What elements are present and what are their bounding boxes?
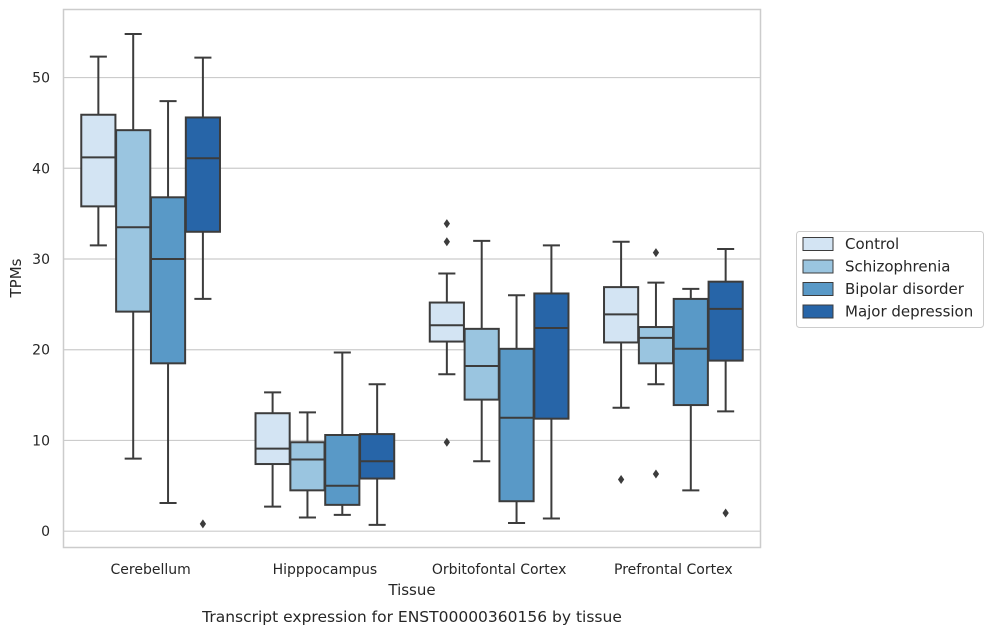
box-rect: [463, 327, 500, 401]
box-rect: [289, 441, 326, 492]
box-layer: [80, 32, 744, 529]
box-rect: [672, 297, 709, 407]
y-tick-label: 0: [41, 524, 50, 540]
x-tick-labels: Cerebellum Hipppocampus Orbitofontal Corte…: [111, 562, 733, 578]
box-2-3: [533, 244, 570, 520]
box-0-3: [184, 56, 221, 529]
legend-swatch: [802, 304, 834, 319]
box-rect: [498, 347, 535, 503]
box-rect: [149, 196, 187, 365]
legend-label: Major depression: [845, 303, 973, 321]
y-axis-title: TPMs: [7, 258, 25, 298]
x-tick-label: Hipppocampus: [273, 562, 378, 578]
x-tick-label: Orbitofontal Cortex: [432, 562, 567, 578]
box-0-1: [115, 32, 152, 460]
figure-caption: Transcript expression for ENST0000036015…: [201, 608, 622, 626]
y-tick-label: 50: [32, 71, 50, 87]
box-3-2: [672, 287, 709, 492]
box-1-0: [254, 391, 291, 508]
box-2-2: [498, 294, 535, 525]
outlier-point: [652, 248, 660, 258]
y-tick-label: 20: [32, 343, 50, 359]
outlier-point: [617, 474, 625, 484]
plot-frame: [62, 8, 762, 549]
outlier-point: [443, 437, 450, 447]
box-rect: [533, 292, 570, 420]
outlier-point: [199, 519, 207, 529]
box-3-3: [707, 248, 744, 518]
legend-label: Control: [845, 235, 899, 253]
box-3-1: [637, 248, 675, 479]
box-1-1: [289, 411, 326, 519]
legend-swatch: [802, 282, 834, 296]
box-rect: [359, 433, 396, 480]
box-rect: [707, 280, 744, 362]
legend-frame: [796, 231, 984, 328]
box-rect: [428, 301, 465, 343]
outlier-point: [443, 219, 450, 229]
x-axis-title: Tissue: [387, 581, 435, 599]
y-tick-label: 30: [32, 252, 50, 268]
box-rect: [637, 326, 675, 365]
box-2-1: [463, 239, 500, 463]
outlier-point: [652, 469, 660, 479]
box-0-2: [149, 100, 187, 505]
box-rect: [324, 434, 361, 506]
box-rect: [184, 116, 221, 233]
box-2-0: [428, 219, 465, 447]
box-0-0: [80, 55, 117, 247]
box-1-3: [359, 383, 396, 526]
x-tick-label: Prefrontal Cortex: [614, 562, 733, 578]
legend-swatch: [802, 259, 834, 274]
legend-label: Schizophrenia: [845, 258, 950, 276]
outlier-point: [722, 508, 729, 518]
legend-swatch: [802, 237, 834, 251]
y-tick-label: 10: [32, 433, 50, 449]
box-rect: [80, 113, 117, 208]
outlier-point: [443, 237, 450, 247]
y-tick-label: 40: [32, 161, 50, 177]
legend: Control Schizophrenia Bipolar disorder Majo…: [796, 231, 984, 328]
box-rect: [254, 412, 291, 466]
box-3-0: [603, 240, 640, 484]
legend-label: Bipolar disorder: [845, 280, 965, 298]
x-tick-label: Cerebellum: [111, 562, 191, 578]
box-1-2: [324, 351, 361, 516]
y-tick-labels: 0 10 20 30 40 50: [32, 71, 50, 541]
box-rect: [115, 129, 152, 313]
